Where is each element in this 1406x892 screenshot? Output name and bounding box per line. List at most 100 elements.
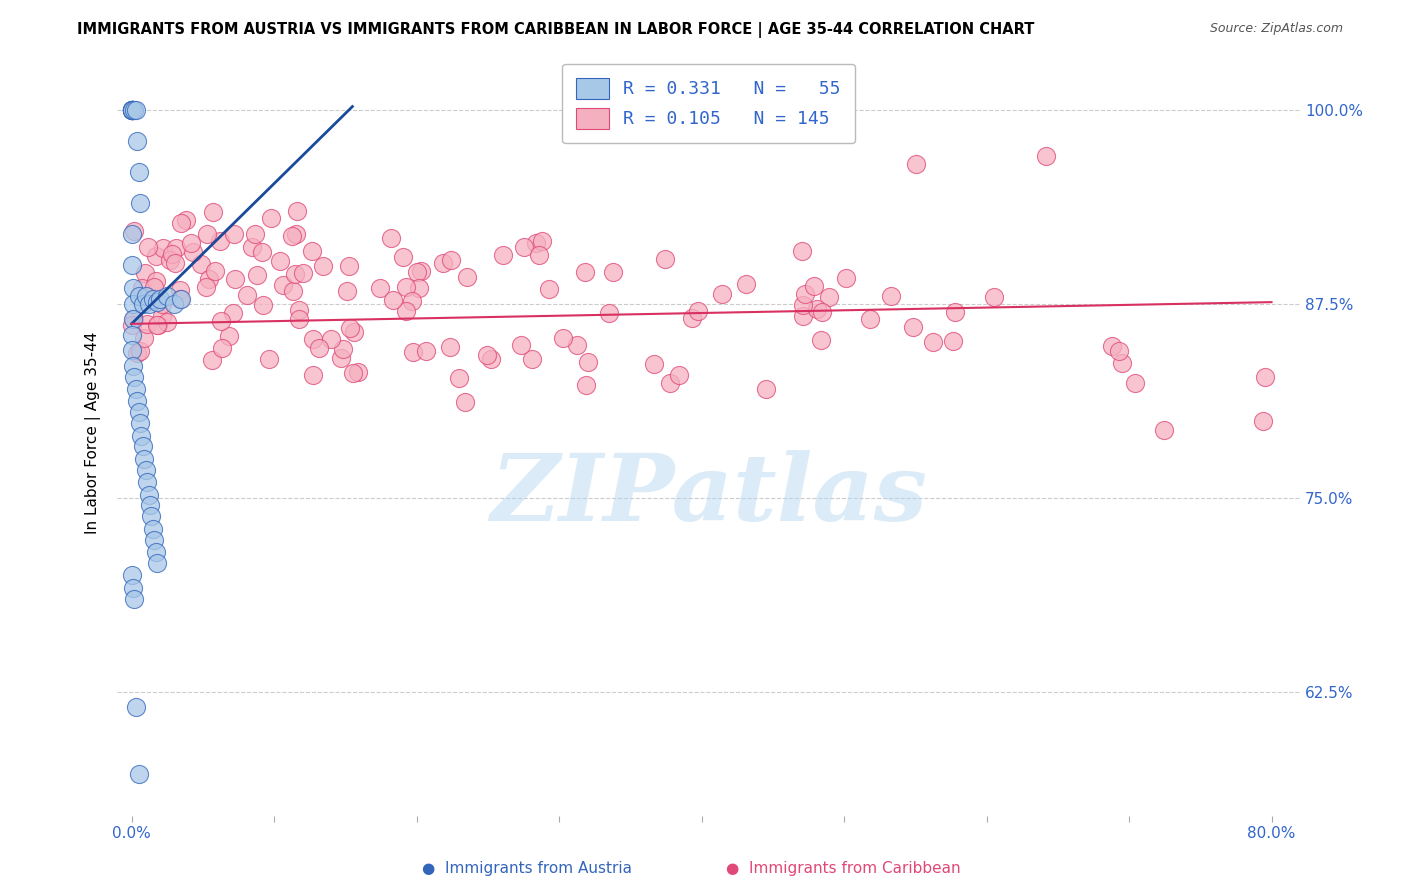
Point <box>124 591 146 606</box>
Point <box>529 248 551 262</box>
Point <box>128 405 150 419</box>
Point <box>138 296 160 310</box>
Point <box>128 289 150 303</box>
Point <box>169 292 191 306</box>
Point <box>311 259 333 273</box>
Point <box>159 253 181 268</box>
Point <box>456 269 478 284</box>
Point <box>121 103 143 117</box>
Point <box>479 351 502 366</box>
Point <box>198 272 221 286</box>
Point <box>122 296 145 310</box>
Point <box>142 522 165 536</box>
Point <box>146 318 169 332</box>
Point <box>408 281 430 295</box>
Point <box>380 231 402 245</box>
Point <box>146 318 169 332</box>
Point <box>803 278 825 293</box>
Point <box>252 245 274 260</box>
Point <box>1111 356 1133 370</box>
Point <box>269 253 291 268</box>
Point <box>477 348 499 362</box>
Point <box>302 368 325 382</box>
Point <box>174 213 197 227</box>
Point <box>122 312 145 326</box>
Point <box>146 556 169 570</box>
Point <box>574 265 596 279</box>
Point <box>121 103 143 117</box>
Point <box>811 305 834 319</box>
Point <box>347 365 370 379</box>
Point <box>1153 423 1175 437</box>
Point <box>218 329 240 343</box>
Point <box>138 240 160 254</box>
Point <box>165 241 187 255</box>
Point <box>135 289 157 303</box>
Point <box>260 211 283 225</box>
Point <box>337 259 360 273</box>
Point <box>859 312 882 326</box>
Point <box>121 318 143 332</box>
Point <box>668 368 690 382</box>
Point <box>181 244 204 259</box>
Point <box>755 383 778 397</box>
Point <box>138 487 160 501</box>
Text: ZIPatlas: ZIPatlas <box>491 450 927 540</box>
Point <box>530 234 553 248</box>
Point <box>454 395 477 409</box>
Point <box>643 357 665 371</box>
Point <box>734 277 756 291</box>
Point <box>121 568 143 582</box>
Point <box>204 264 226 278</box>
Point <box>1253 414 1275 428</box>
Point <box>880 289 903 303</box>
Point <box>983 290 1005 304</box>
Point <box>150 309 173 323</box>
Point <box>132 440 155 454</box>
Point <box>145 545 167 559</box>
Point <box>156 289 179 303</box>
Point <box>575 378 598 392</box>
Point <box>131 281 153 295</box>
Point <box>208 234 231 248</box>
Point <box>409 263 432 277</box>
Point <box>145 274 167 288</box>
Point <box>152 242 174 256</box>
Text: ●  Immigrants from Caribbean: ● Immigrants from Caribbean <box>727 861 960 876</box>
Point <box>195 280 218 294</box>
Point <box>209 314 232 328</box>
Point <box>246 268 269 283</box>
Point <box>818 289 841 303</box>
Point <box>235 288 257 302</box>
Point <box>121 327 143 342</box>
Point <box>222 306 245 320</box>
Point <box>598 305 620 319</box>
Point <box>368 281 391 295</box>
Point <box>142 280 165 294</box>
Point <box>190 257 212 271</box>
Point <box>121 258 143 272</box>
Point <box>288 312 311 326</box>
Point <box>201 205 224 219</box>
Point <box>134 266 156 280</box>
Point <box>681 311 703 326</box>
Point <box>132 331 155 345</box>
Point <box>710 287 733 301</box>
Point <box>122 281 145 295</box>
Point <box>283 285 305 299</box>
Point <box>382 293 405 307</box>
Point <box>401 345 423 359</box>
Point <box>160 246 183 260</box>
Point <box>134 451 156 466</box>
Point <box>513 240 536 254</box>
Point <box>395 280 418 294</box>
Point <box>806 302 828 317</box>
Point <box>243 227 266 241</box>
Point <box>257 352 280 367</box>
Point <box>121 103 143 117</box>
Point <box>792 309 814 323</box>
Point <box>142 292 165 306</box>
Point <box>401 293 423 308</box>
Point <box>124 369 146 384</box>
Point <box>602 265 624 279</box>
